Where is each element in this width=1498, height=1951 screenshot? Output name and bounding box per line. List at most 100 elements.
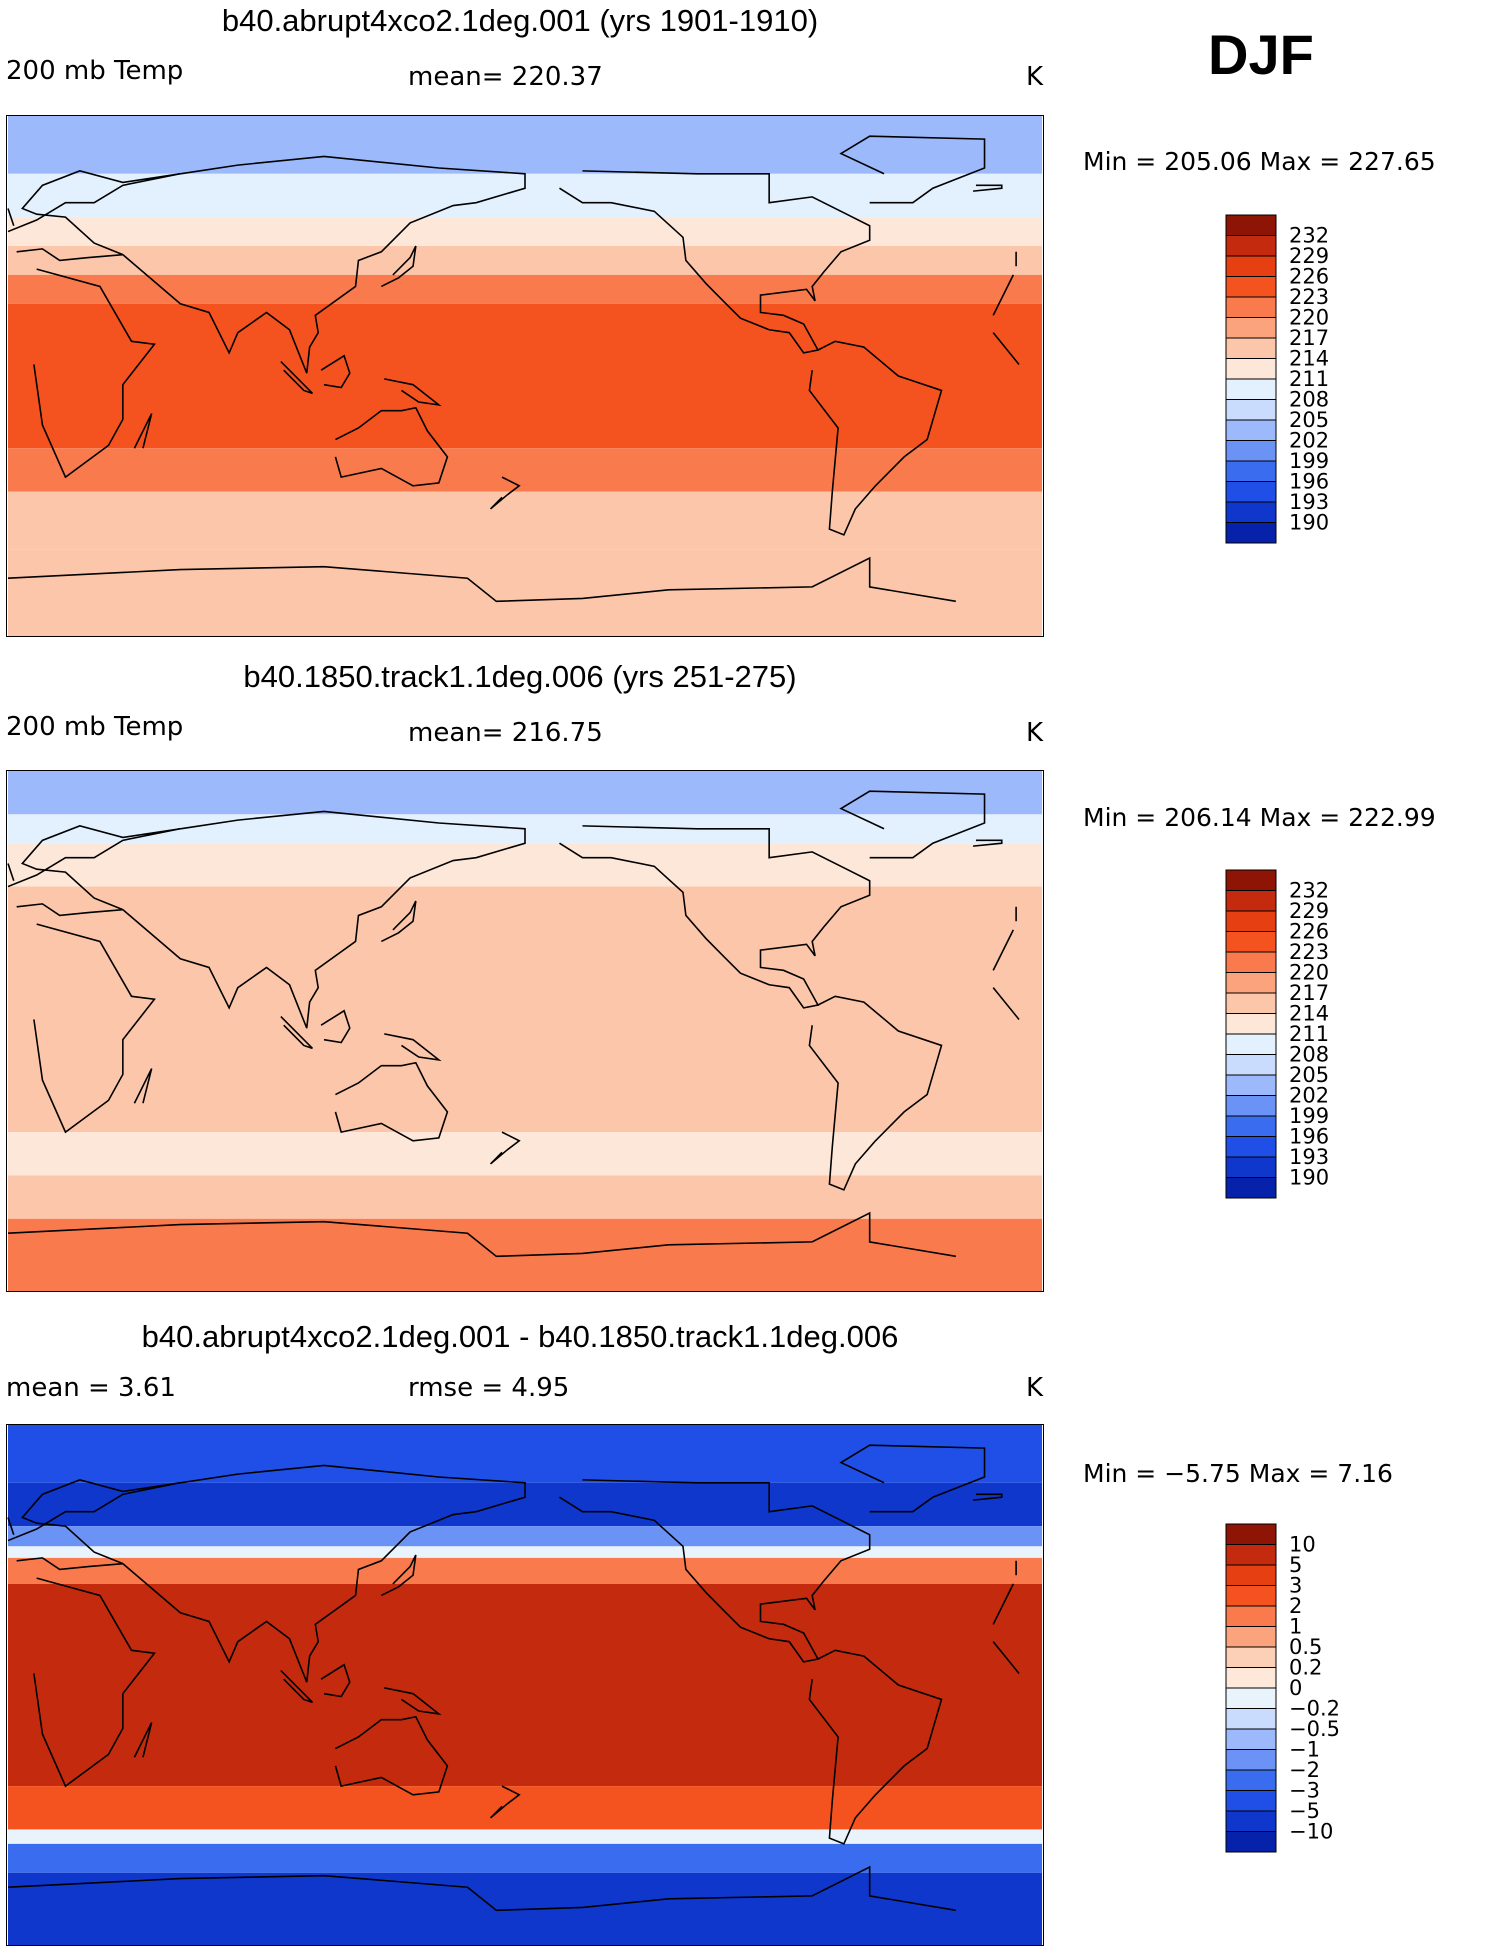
colorbar-tick-label: 214 [1289,347,1329,371]
coastline-borneo [320,354,351,389]
temperature-band [7,843,1043,887]
colorbar-tick-label: 190 [1289,1166,1329,1190]
colorbar-box [1225,1728,1277,1750]
colorbar-tick-label: 2 [1289,1594,1302,1618]
colorbar-box [1225,235,1277,257]
temperature-band [7,448,1043,492]
coastline-africa [992,274,1015,316]
panel-3-mean: mean = 3.61 [6,1373,176,1403]
colorbar-box [1225,337,1277,359]
colorbar-box [1225,501,1277,523]
colorbar-tick-label: −1 [1289,1738,1320,1762]
coastline-newguinea [384,378,442,407]
panel-1-title: b40.abrupt4xco2.1deg.001 (yrs 1901-1910) [221,3,819,38]
colorbar-box [1225,1626,1277,1648]
coastline-africa [992,987,1020,1020]
coastline-antarctica [7,556,956,603]
coastline-africa [992,929,1015,971]
coastline-newguinea [384,1687,442,1716]
colorbar-tick-label: 3 [1289,1574,1302,1598]
coastline-japan [380,245,417,288]
colorbar-tick-label: 202 [1289,1084,1329,1108]
panel-2-minmax: Min = 206.14 Max = 222.99 [1083,803,1436,832]
coastline-madagascar [133,1722,153,1758]
temperature-band [7,1546,1043,1558]
coastline-africa [33,1577,156,1788]
colorbar-box [1225,399,1277,421]
colorbar-box [1225,440,1277,462]
colorbar-box [1225,1177,1277,1199]
colorbar-tick-label: 196 [1289,470,1329,494]
coastline-japan [380,900,417,943]
colorbar-tick-label: −5 [1289,1799,1320,1823]
panel-3-rmse: rmse = 4.95 [408,1373,570,1403]
coastline-nz [489,1785,521,1819]
panel-2-mean: mean= 216.75 [408,718,603,748]
coastline-europe [7,1479,181,1571]
colorbar-tick-label: 0.2 [1289,1656,1322,1680]
colorbar-tick-label: 211 [1289,1022,1329,1046]
temperature-band [7,1786,1043,1830]
coastline-antarctica [7,1211,956,1258]
coastline-uk [7,863,15,882]
colorbar-box [1225,276,1277,298]
coastline-africa [992,1583,1015,1625]
colorbar-tick-label: 226 [1289,920,1329,944]
colorbar-tick-label: 232 [1289,224,1329,248]
colorbar-tick-label: 205 [1289,1063,1329,1087]
colorbar-box [1225,992,1277,1014]
colorbar-tick-label: 226 [1289,265,1329,289]
colorbar-tick-label: 232 [1289,879,1329,903]
colorbar-tick-label: 220 [1289,961,1329,985]
colorbar-box [1225,255,1277,277]
colorbar-box [1225,1831,1277,1853]
colorbar-tick-label: 10 [1289,1533,1316,1557]
colorbar-box [1225,481,1277,503]
colorbar-box [1225,1013,1277,1035]
colorbar-box [1225,460,1277,482]
colorbar-box [1225,1074,1277,1096]
temperature-band [7,246,1043,275]
colorbar-tick-label: 223 [1289,285,1329,309]
colorbar-box [1225,1115,1277,1137]
colorbar-box [1225,1095,1277,1117]
colorbar-box [1225,358,1277,380]
temperature-band [7,491,1043,550]
colorbar-box [1225,1033,1277,1055]
colorbar-box [1225,1790,1277,1812]
coastline-borneo [320,1663,351,1698]
panel-3-map [6,1424,1044,1946]
coastline-europe [7,170,181,262]
colorbar-box [1225,1810,1277,1832]
colorbar-tick-label: −3 [1289,1779,1320,1803]
coastline-africa [33,268,156,479]
coastline-namerica [559,170,871,354]
colorbar-box [1225,317,1277,339]
colorbar-tick-label: 0.5 [1289,1635,1322,1659]
colorbar-tick-label: 217 [1289,326,1329,350]
temperature-band [7,549,1043,636]
coastline-madagascar [133,413,153,449]
colorbar-tick-label: 193 [1289,1145,1329,1169]
temperature-band [7,1132,1043,1176]
temperature-band [7,886,1043,1133]
coastline-antarctica [7,1865,956,1912]
coastline-namerica [559,825,871,1009]
coastline-uk [7,208,15,227]
colorbar-tick-label: −0.2 [1289,1697,1340,1721]
season-label: DJF [1208,23,1314,86]
colorbar-box [1225,214,1277,236]
temperature-band [7,771,1043,815]
coastline-asia [122,810,526,1029]
colorbar-box [1225,1136,1277,1158]
panel-1-units: K [1026,62,1044,92]
coastline-australia [334,1061,449,1142]
colorbar-tick-label: 229 [1289,899,1329,923]
colorbar-box [1225,890,1277,912]
colorbar-box [1225,1605,1277,1627]
coastline-samerica [808,340,943,536]
coastline-iceland [972,839,1003,847]
coastline-samerica [808,1649,943,1845]
colorbar-box [1225,1523,1277,1545]
